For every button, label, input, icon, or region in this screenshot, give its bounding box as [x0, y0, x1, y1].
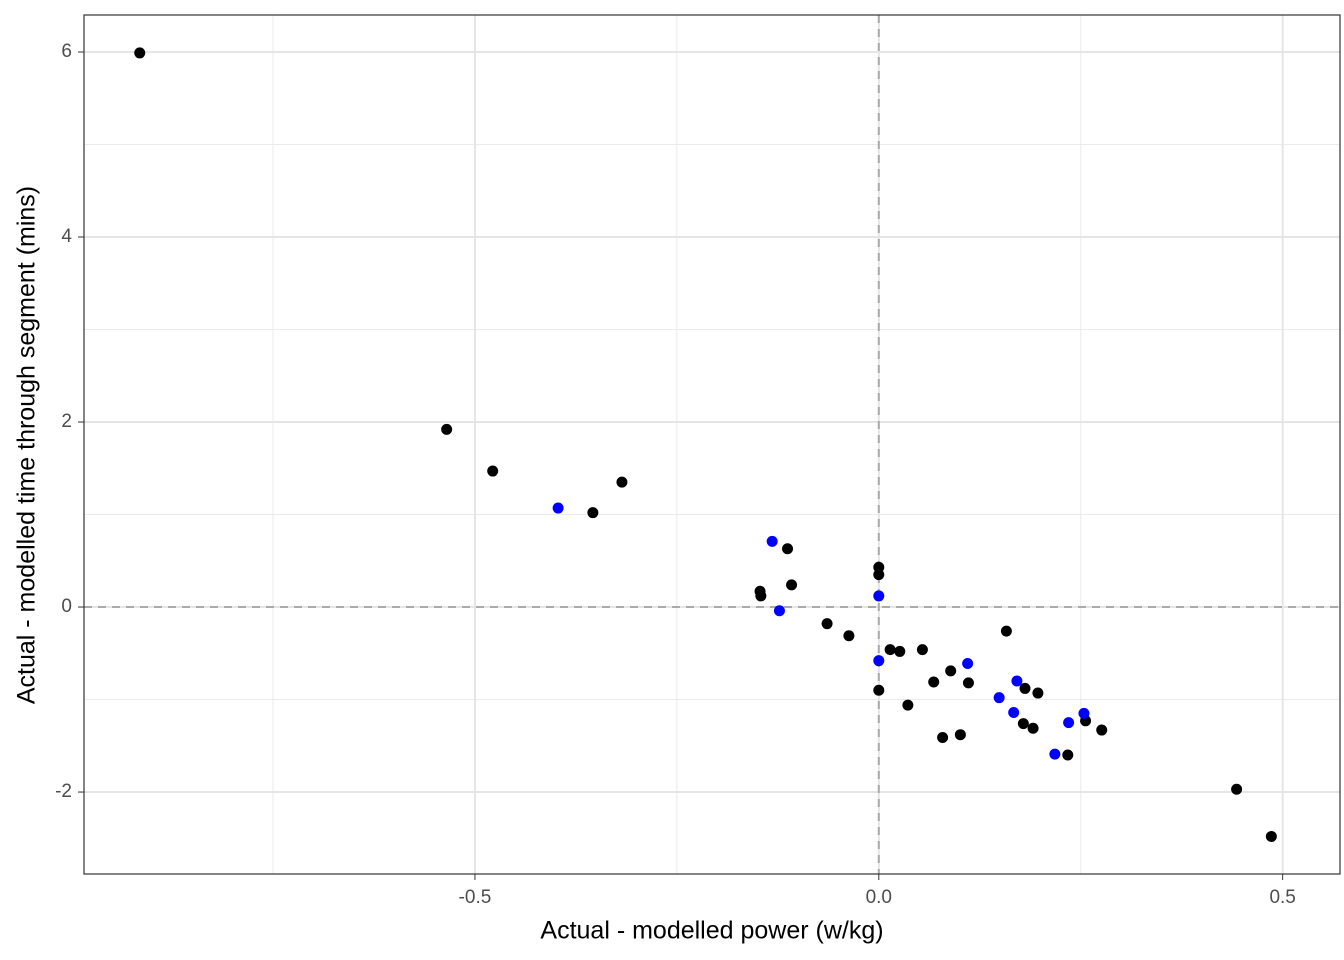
panel-border	[83, 14, 1341, 875]
point	[1027, 722, 1039, 734]
point	[1096, 724, 1108, 736]
point	[873, 569, 885, 581]
point	[766, 535, 778, 547]
point	[1049, 748, 1061, 760]
point	[782, 543, 794, 555]
point	[821, 618, 833, 630]
point	[441, 423, 453, 435]
x-tick-label: -0.5	[459, 887, 492, 908]
point	[1062, 749, 1074, 761]
point	[945, 665, 957, 677]
point	[1078, 707, 1090, 719]
point	[916, 644, 928, 656]
y-tick-label: 6	[61, 41, 72, 62]
point	[902, 699, 914, 711]
point	[487, 465, 499, 477]
point	[1011, 675, 1023, 687]
point	[1265, 830, 1277, 842]
point	[962, 657, 974, 669]
x-tick-label: 0.5	[1269, 887, 1295, 908]
y-tick-label: -2	[55, 781, 72, 802]
y-tick-label: 0	[61, 596, 72, 617]
y-tick-label: 4	[61, 226, 72, 247]
point	[993, 692, 1005, 704]
point	[954, 729, 966, 741]
point	[873, 684, 885, 696]
point	[1017, 718, 1029, 730]
point	[843, 630, 855, 642]
point	[755, 590, 767, 602]
point	[552, 502, 564, 514]
point	[786, 579, 798, 591]
x-axis-title: Actual - modelled power (w/kg)	[540, 917, 883, 945]
point	[873, 590, 885, 602]
point	[1063, 717, 1075, 729]
point	[894, 645, 906, 657]
point	[587, 507, 599, 519]
point	[1000, 625, 1012, 637]
point	[928, 676, 940, 688]
x-tick-label: 0.0	[866, 887, 892, 908]
point	[773, 605, 785, 617]
point	[1231, 783, 1243, 795]
point	[1032, 687, 1044, 699]
y-tick-label: 2	[61, 411, 72, 432]
y-axis-title: Actual - modelled time through segment (…	[13, 186, 41, 704]
point	[962, 677, 974, 689]
point	[873, 655, 885, 667]
point	[937, 731, 949, 743]
point	[1008, 706, 1020, 718]
point	[134, 47, 146, 59]
point	[1019, 682, 1031, 694]
point	[884, 644, 896, 656]
point	[616, 476, 628, 488]
